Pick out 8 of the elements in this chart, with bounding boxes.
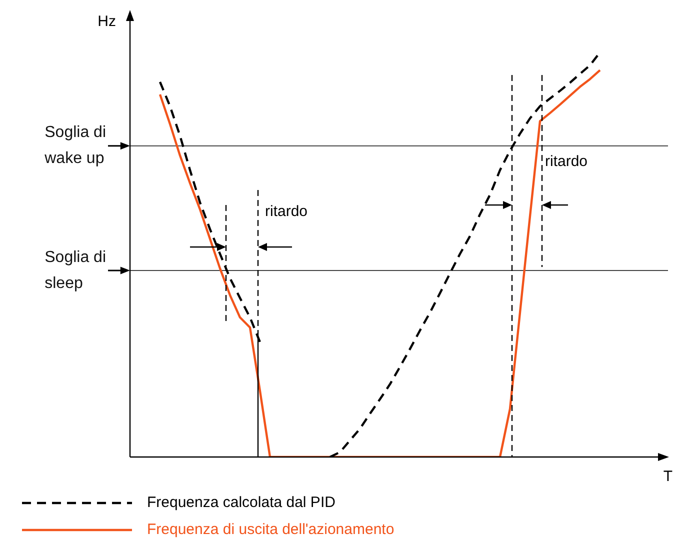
ref-line-label: Soglia di sleep xyxy=(44,248,106,292)
x-axis-title: T xyxy=(663,468,673,486)
annotation: ritardo xyxy=(265,203,308,220)
text: Frequenza di uscita dell'azionamento xyxy=(147,521,394,538)
text: Frequenza calcolata dal PID xyxy=(147,494,336,512)
ref-line-label: Soglia di wake up xyxy=(44,124,106,168)
y-axis-title: Hz xyxy=(98,13,116,30)
annotation: ritardo xyxy=(545,153,588,170)
